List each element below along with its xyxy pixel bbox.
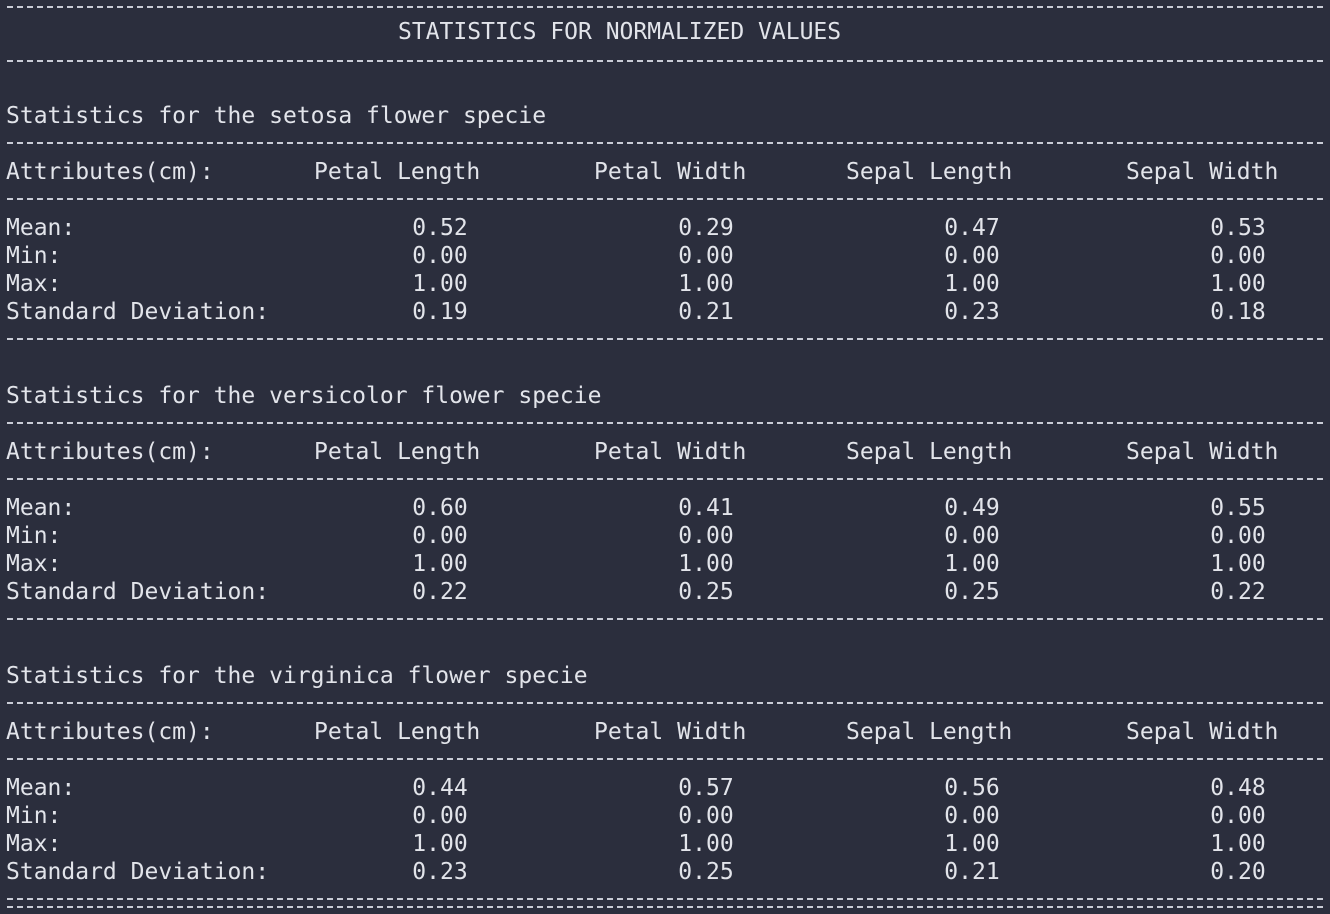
stat-value: 0.00 (412, 523, 468, 549)
row-label: Mean: (6, 215, 76, 241)
stat-value: 0.00 (678, 803, 734, 829)
column-header: Sepal Length (846, 159, 1013, 185)
stat-value: 0.25 (678, 859, 734, 885)
divider-line (7, 898, 1323, 900)
divider-line (7, 338, 1323, 340)
stat-value: 0.00 (944, 523, 1000, 549)
stat-value: 1.00 (944, 831, 1000, 857)
stat-value: 0.00 (1210, 803, 1266, 829)
stat-value: 0.25 (944, 579, 1000, 605)
stat-value: 0.00 (944, 803, 1000, 829)
stat-value: 0.44 (412, 775, 468, 801)
row-label: Mean: (6, 495, 76, 521)
stat-value: 0.60 (412, 495, 468, 521)
stat-value: 1.00 (412, 551, 468, 577)
stat-value: 0.23 (944, 299, 1000, 325)
stat-value: 1.00 (1210, 831, 1266, 857)
column-header: Petal Length (314, 439, 481, 465)
section-heading: Statistics for the setosa flower specie (6, 103, 547, 129)
stat-value: 0.00 (412, 243, 468, 269)
divider-line (7, 422, 1323, 424)
column-header: Sepal Length (846, 719, 1013, 745)
column-header: Sepal Length (846, 439, 1013, 465)
row-label: Max: (6, 551, 62, 577)
row-label: Max: (6, 271, 62, 297)
attributes-label: Attributes(cm): (6, 159, 214, 185)
divider-line (7, 6, 1323, 8)
page-title: STATISTICS FOR NORMALIZED VALUES (398, 19, 842, 45)
column-header: Petal Width (594, 159, 747, 185)
stat-value: 0.00 (944, 243, 1000, 269)
stat-value: 0.00 (1210, 243, 1266, 269)
stat-value: 1.00 (412, 271, 468, 297)
row-label: Min: (6, 803, 62, 829)
stat-value: 0.19 (412, 299, 468, 325)
stat-value: 0.00 (1210, 523, 1266, 549)
row-label: Mean: (6, 775, 76, 801)
stat-value: 0.23 (412, 859, 468, 885)
stat-value: 0.57 (678, 775, 734, 801)
column-header: Sepal Width (1126, 159, 1279, 185)
stat-value: 1.00 (944, 551, 1000, 577)
column-header: Sepal Width (1126, 719, 1279, 745)
divider-line (7, 618, 1323, 620)
divider-line (7, 758, 1323, 760)
stat-value: 0.18 (1210, 299, 1266, 325)
stat-value: 1.00 (412, 831, 468, 857)
divider-line (7, 478, 1323, 480)
stat-value: 0.22 (412, 579, 468, 605)
row-label: Standard Deviation: (6, 579, 270, 605)
stat-value: 0.21 (678, 299, 734, 325)
column-header: Petal Length (314, 159, 481, 185)
stat-value: 0.22 (1210, 579, 1266, 605)
stat-value: 1.00 (1210, 271, 1266, 297)
stat-value: 0.00 (678, 243, 734, 269)
divider-line (7, 198, 1323, 200)
stat-value: 0.48 (1210, 775, 1266, 801)
stat-value: 0.55 (1210, 495, 1266, 521)
stat-value: 0.25 (678, 579, 734, 605)
stat-value: 0.47 (944, 215, 1000, 241)
stat-value: 0.41 (678, 495, 734, 521)
stat-value: 1.00 (678, 551, 734, 577)
row-label: Standard Deviation: (6, 859, 270, 885)
stat-value: 0.49 (944, 495, 1000, 521)
stat-value: 0.52 (412, 215, 468, 241)
stat-value: 0.29 (678, 215, 734, 241)
column-header: Sepal Width (1126, 439, 1279, 465)
stat-value: 0.20 (1210, 859, 1266, 885)
row-label: Min: (6, 523, 62, 549)
divider-line (7, 142, 1323, 144)
stat-value: 0.00 (678, 523, 734, 549)
row-label: Standard Deviation: (6, 299, 270, 325)
attributes-label: Attributes(cm): (6, 719, 214, 745)
divider-line (7, 60, 1323, 62)
stat-value: 0.56 (944, 775, 1000, 801)
section-heading: Statistics for the virginica flower spec… (6, 663, 588, 689)
row-label: Min: (6, 243, 62, 269)
column-header: Petal Length (314, 719, 481, 745)
stat-value: 0.21 (944, 859, 1000, 885)
stat-value: 1.00 (944, 271, 1000, 297)
stat-value: 1.00 (678, 831, 734, 857)
row-label: Max: (6, 831, 62, 857)
stat-value: 1.00 (678, 271, 734, 297)
stat-value: 0.53 (1210, 215, 1266, 241)
stat-value: 1.00 (1210, 551, 1266, 577)
column-header: Petal Width (594, 439, 747, 465)
stat-value: 0.00 (412, 803, 468, 829)
attributes-label: Attributes(cm): (6, 439, 214, 465)
column-header: Petal Width (594, 719, 747, 745)
section-heading: Statistics for the versicolor flower spe… (6, 383, 602, 409)
divider-line (7, 702, 1323, 704)
divider-line (7, 906, 1323, 908)
